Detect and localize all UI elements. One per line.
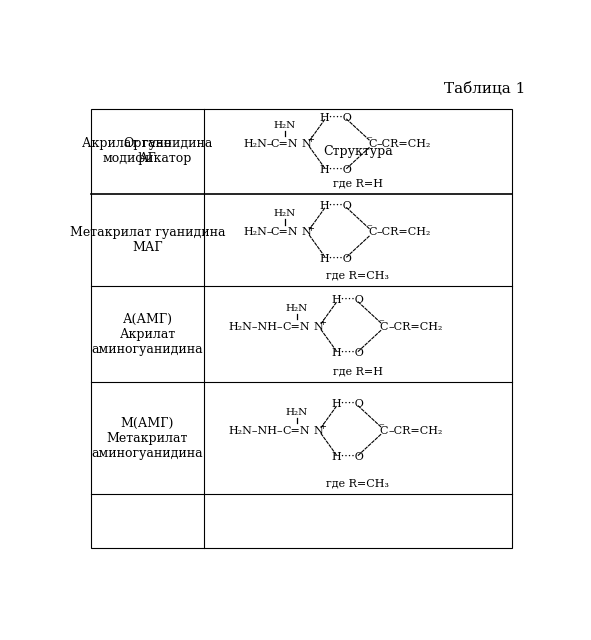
Text: ⁻: ⁻: [378, 318, 384, 328]
Text: C: C: [379, 322, 388, 332]
Text: H₂N: H₂N: [285, 408, 307, 417]
Text: H₂N–NH–: H₂N–NH–: [229, 322, 283, 332]
Text: –CR=CH₂: –CR=CH₂: [388, 426, 443, 436]
Text: Органо
модификатор: Органо модификатор: [103, 138, 192, 166]
Text: +: +: [319, 422, 326, 431]
Text: Таблица 1: Таблица 1: [444, 82, 525, 96]
Text: где R=H: где R=H: [333, 178, 383, 188]
Text: H····O: H····O: [319, 253, 352, 264]
Text: H····O: H····O: [331, 348, 364, 358]
Text: C=N: C=N: [271, 139, 298, 148]
Text: +: +: [319, 318, 326, 327]
Text: +: +: [307, 136, 314, 145]
Text: C=N: C=N: [271, 227, 298, 237]
Text: C: C: [379, 426, 388, 436]
Text: ⁻: ⁻: [378, 422, 384, 432]
Text: H····O: H····O: [319, 165, 352, 175]
Text: H₂N: H₂N: [274, 209, 296, 218]
Text: М(АМГ)
Метакрилат
аминогуанидина: М(АМГ) Метакрилат аминогуанидина: [92, 417, 203, 460]
Text: N: N: [313, 322, 323, 332]
Text: N: N: [313, 426, 323, 436]
Text: H₂N–: H₂N–: [243, 139, 273, 148]
Text: Акрилат гуанидина
АГ: Акрилат гуанидина АГ: [82, 138, 213, 166]
Text: C=N: C=N: [282, 426, 310, 436]
Text: Структура: Структура: [323, 145, 393, 158]
Text: H····O: H····O: [331, 452, 364, 462]
Text: –CR=CH₂: –CR=CH₂: [377, 139, 431, 148]
Text: H····O: H····O: [319, 201, 352, 211]
Text: где R=CH₃: где R=CH₃: [326, 478, 389, 488]
Text: H₂N: H₂N: [285, 304, 307, 313]
Text: ⁻: ⁻: [366, 135, 372, 145]
Text: H····O: H····O: [331, 399, 364, 410]
Text: H····O: H····O: [331, 296, 364, 305]
Text: C=N: C=N: [282, 322, 310, 332]
Text: ⁻: ⁻: [366, 223, 372, 234]
Text: Метакрилат гуанидина
МАГ: Метакрилат гуанидина МАГ: [70, 226, 225, 254]
Text: –CR=CH₂: –CR=CH₂: [388, 322, 443, 332]
Text: N: N: [301, 139, 311, 148]
Text: –CR=CH₂: –CR=CH₂: [377, 227, 431, 237]
Text: N: N: [301, 227, 311, 237]
Text: H₂N–: H₂N–: [243, 227, 273, 237]
Text: C: C: [368, 139, 376, 148]
Text: H₂N–NH–: H₂N–NH–: [229, 426, 283, 436]
Text: где R=CH₃: где R=CH₃: [326, 271, 389, 280]
Text: C: C: [368, 227, 376, 237]
Text: А(АМГ)
Акрилат
аминогуанидина: А(АМГ) Акрилат аминогуанидина: [92, 313, 203, 356]
Text: H₂N: H₂N: [274, 121, 296, 130]
Text: +: +: [307, 224, 314, 233]
Text: где R=H: где R=H: [333, 367, 383, 377]
Bar: [91, 109, 512, 548]
Text: H····O: H····O: [319, 113, 352, 123]
